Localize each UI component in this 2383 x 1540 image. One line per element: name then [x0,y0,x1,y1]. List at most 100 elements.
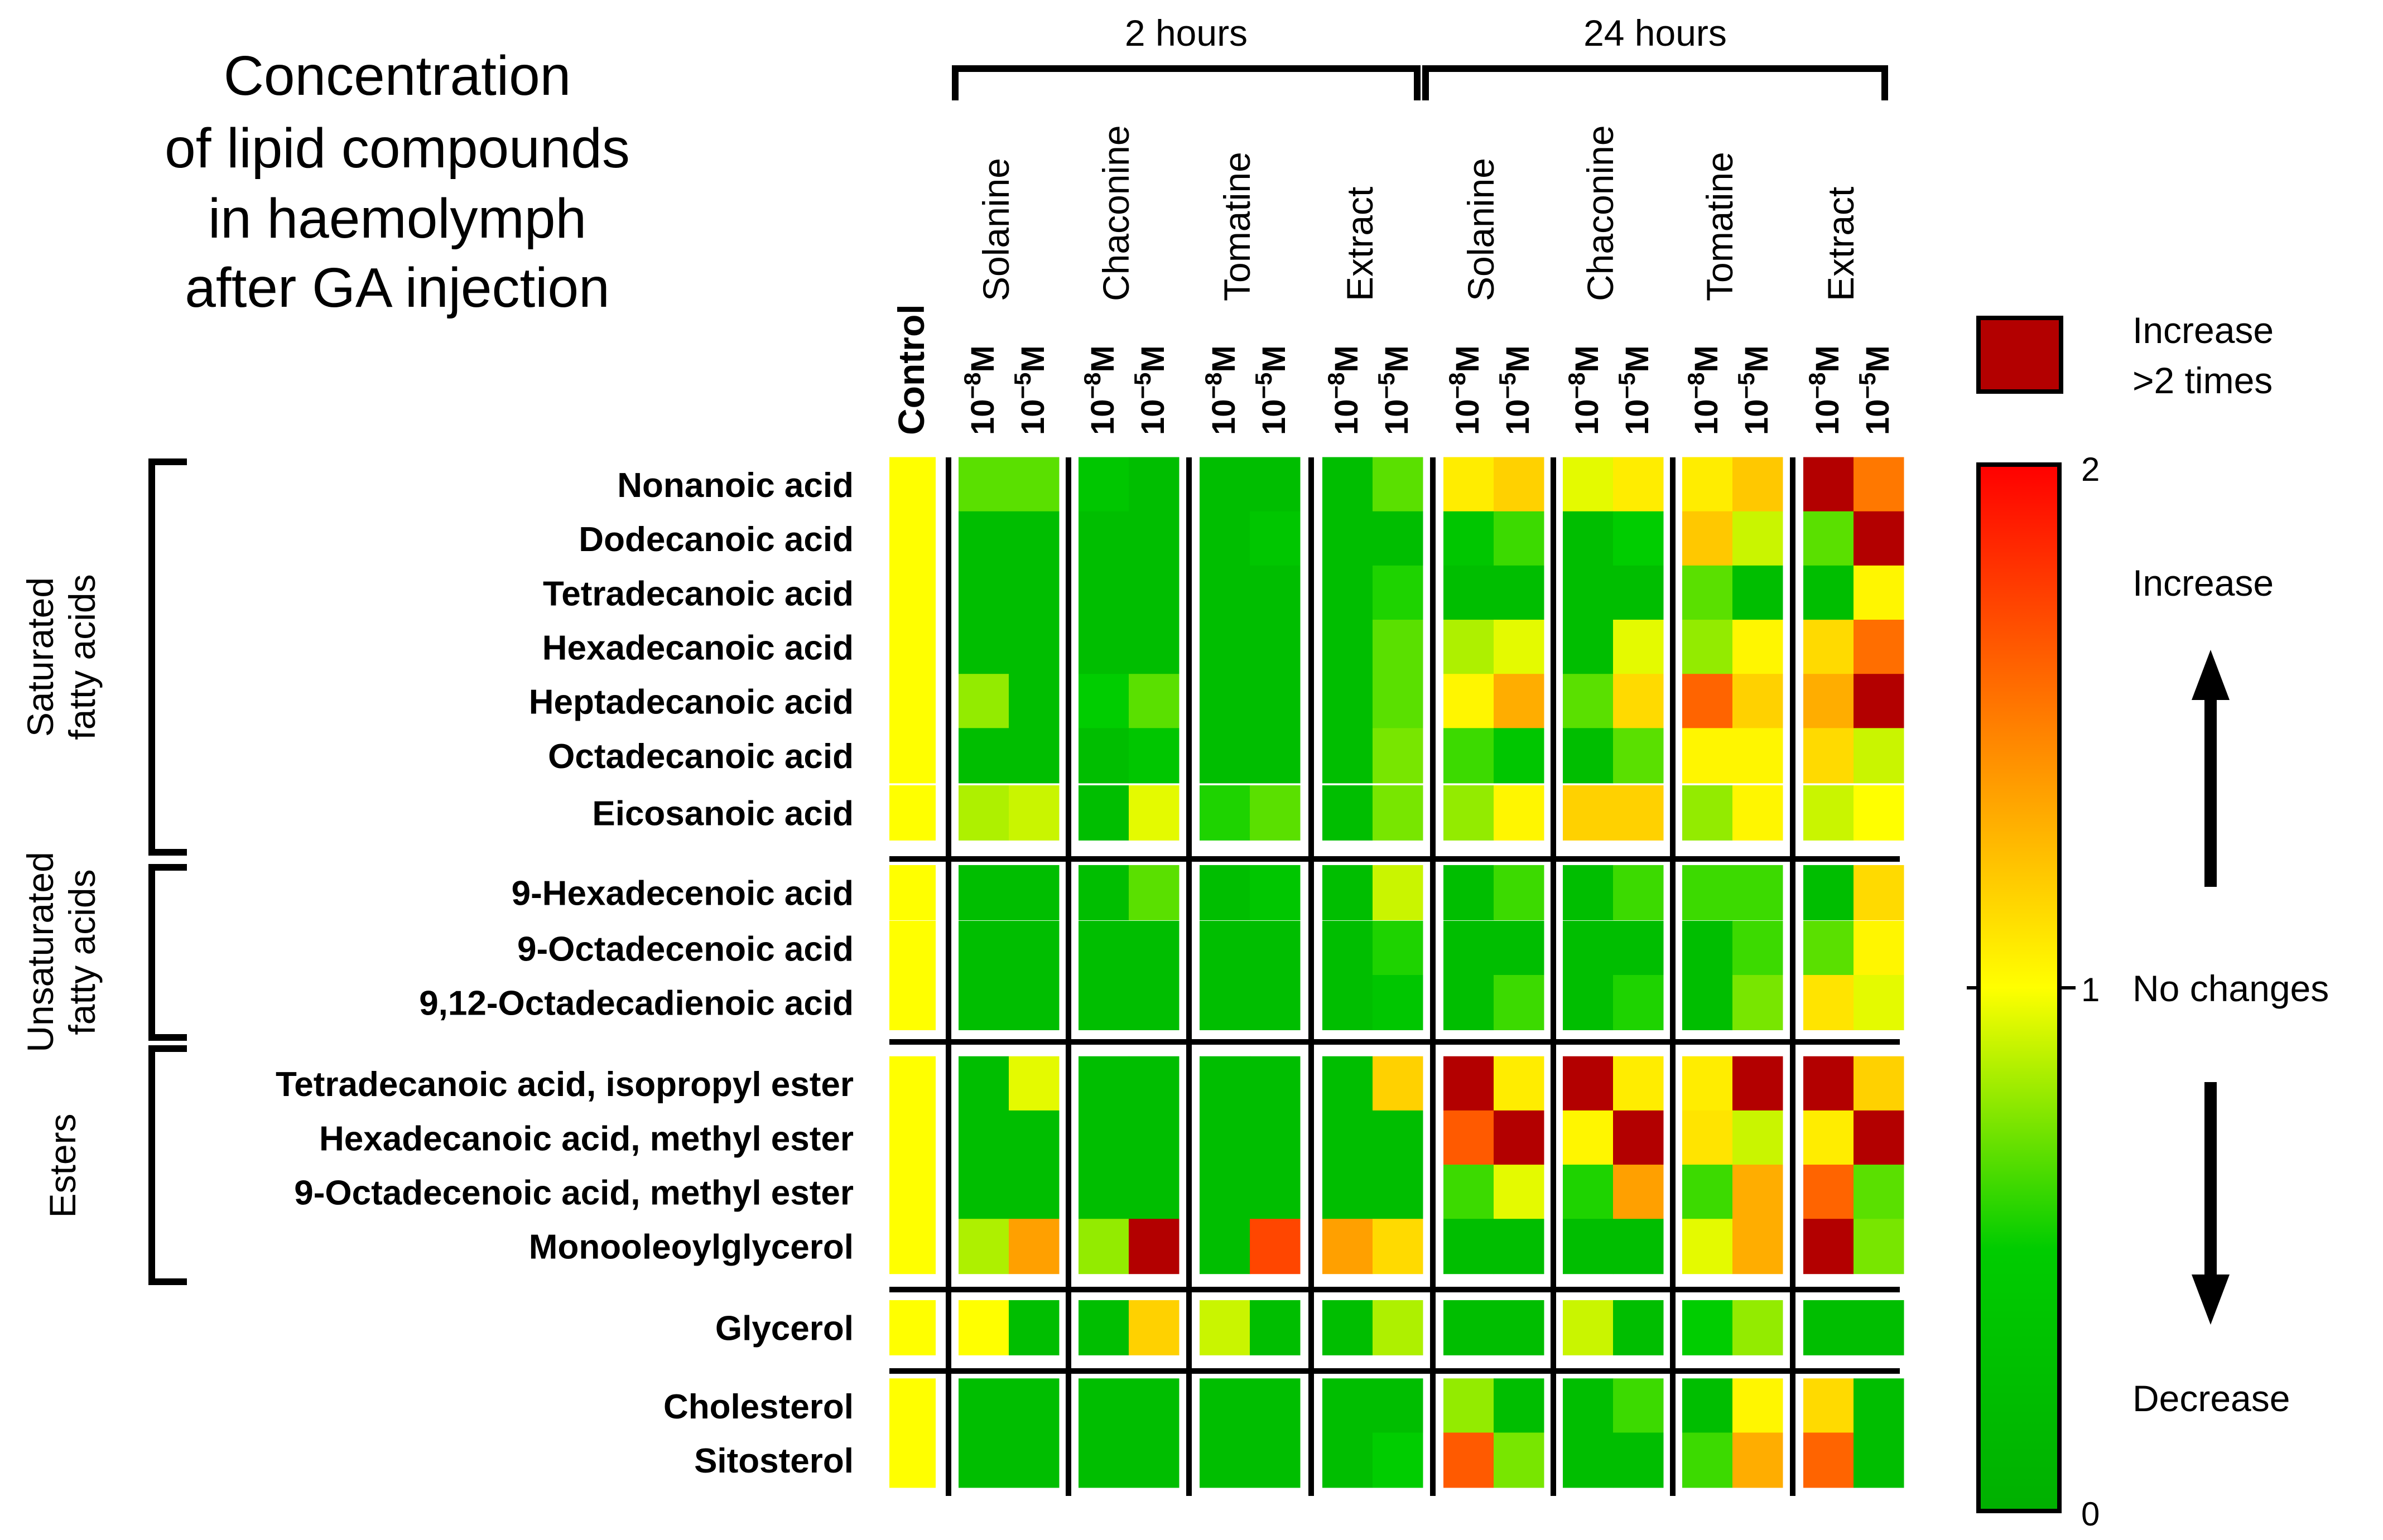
chart-title-line: in haemolymph [208,187,586,250]
legend-increase-label: Increase [2132,562,2274,604]
legend: Increase >2 times 2 1 0 Increase No changes Dec… [1967,310,2329,1533]
heatmap-cell [1322,865,1373,920]
row-group-bracket [148,458,187,856]
heatmap-cell [1443,728,1494,784]
heatmap-cell [1250,1300,1301,1355]
heatmap-cell [1250,511,1301,567]
heatmap-cell [1682,674,1733,730]
heatmap-cell [1732,728,1783,784]
heatmap-cell [1494,865,1544,920]
heatmap-cell [1200,620,1250,675]
heatmap-cell [1443,1219,1494,1275]
heatmap-cell [1563,1300,1614,1355]
treatment-label: Chaconine [1095,125,1137,301]
row-group-bracket [148,1045,187,1285]
row-label: Hexadecanoic acid, methyl ester [319,1119,854,1158]
heatmap-cell [1854,1056,1904,1112]
heatmap-cell [1854,728,1904,784]
heatmap-cell [1129,1432,1180,1488]
heatmap-cell [1200,1219,1250,1275]
heatmap-cell [1494,1219,1544,1275]
heatmap-cell [1079,1165,1129,1220]
concentration-label: 10−5M [1373,345,1415,435]
heatmap-cell [1494,1110,1544,1166]
conc-unit: M [1688,345,1725,372]
heatmap-cell [1613,1110,1664,1166]
conc-base: 10 [1809,399,1846,435]
heatmap-cell [1854,785,1904,841]
heatmap-cell [1803,1110,1854,1166]
heatmap-cell [1009,1219,1060,1275]
heatmap-cell [1732,1165,1783,1220]
heatmap-cell [1443,920,1494,976]
conc-unit: M [1860,345,1896,372]
heatmap-cell [1682,728,1733,784]
heatmap-cell [1803,865,1854,920]
conc-unit: M [1809,345,1846,372]
heatmap-cell [1803,1056,1854,1112]
heatmap-cell [1129,1219,1180,1275]
heatmap-cell [1009,1110,1060,1166]
heatmap-cell [1250,1219,1301,1275]
heatmap-cell [1322,728,1373,784]
conc-base: 10 [1328,399,1365,435]
heatmap-cell [1129,1110,1180,1166]
concentration-label: 10−8M [1804,345,1846,435]
heatmap-cell [889,974,936,1030]
heatmap-cell [1079,565,1129,621]
heatmap-cell [1494,728,1544,784]
concentration-label: 10−5M [1494,345,1536,435]
arrow-down-head [2192,1275,2230,1325]
heatmap-cell [1079,1110,1129,1166]
heatmap-cell [1803,511,1854,567]
heatmap-cell [1732,785,1783,841]
heatmap-cell [1732,565,1783,621]
heatmap-cell [1854,974,1904,1030]
heatmap-cell [959,728,1009,784]
conc-exponent: −8 [1563,373,1590,399]
conc-base: 10 [1688,399,1725,435]
heatmap-cell [1494,1056,1544,1112]
row-label: Dodecanoic acid [579,520,854,559]
heatmap-cell [1443,457,1494,513]
chart-title: Concentration of lipid compounds in haemol… [165,45,630,319]
heatmap-cell [1009,1300,1060,1355]
heatmap-cell [1682,1432,1733,1488]
heatmap-cell [889,920,936,976]
heatmap-cell [1682,1056,1733,1112]
chart-title-line: after GA injection [185,257,610,319]
heatmap-cell [1129,620,1180,675]
heatmap-cell [1129,565,1180,621]
concentration-label: 10−5M [1009,345,1051,435]
concentration-label: 10−5M [1854,345,1896,435]
heatmap-cell [1682,565,1733,621]
heatmap-cell [1250,1165,1301,1220]
conc-exponent: −8 [1200,373,1226,399]
heatmap-cell [1682,511,1733,567]
legend-no-changes-label: No changes [2132,968,2329,1009]
heatmap-cell [1494,1165,1544,1220]
row-label: Tetradecanoic acid [543,575,854,613]
conc-unit: M [1328,345,1365,372]
heatmap-cell [1682,920,1733,976]
heatmap-cell [1803,1165,1854,1220]
concentration-label: 10−8M [1323,345,1365,435]
concentration-label: 10−8M [1563,345,1605,435]
heatmap-cell [1494,674,1544,730]
heatmap-cell [1200,1378,1250,1434]
heatmap-cell [1250,785,1301,841]
heatmap-cell [1613,1300,1664,1355]
concentration-label: 10−8M [1200,345,1242,435]
heatmap-cell [1732,1300,1783,1355]
heatmap-cell [1250,920,1301,976]
heatmap-cell [1322,1300,1373,1355]
conc-exponent: −5 [1614,373,1640,399]
conc-exponent: −5 [1854,373,1880,399]
heatmap-cell [1613,457,1664,513]
row-label: Sitosterol [694,1442,854,1480]
heatmap-cell [1443,865,1494,920]
concentration-label: 10−5M [1250,345,1292,435]
conc-base: 10 [1500,399,1536,435]
heatmap-cell [1682,1300,1733,1355]
